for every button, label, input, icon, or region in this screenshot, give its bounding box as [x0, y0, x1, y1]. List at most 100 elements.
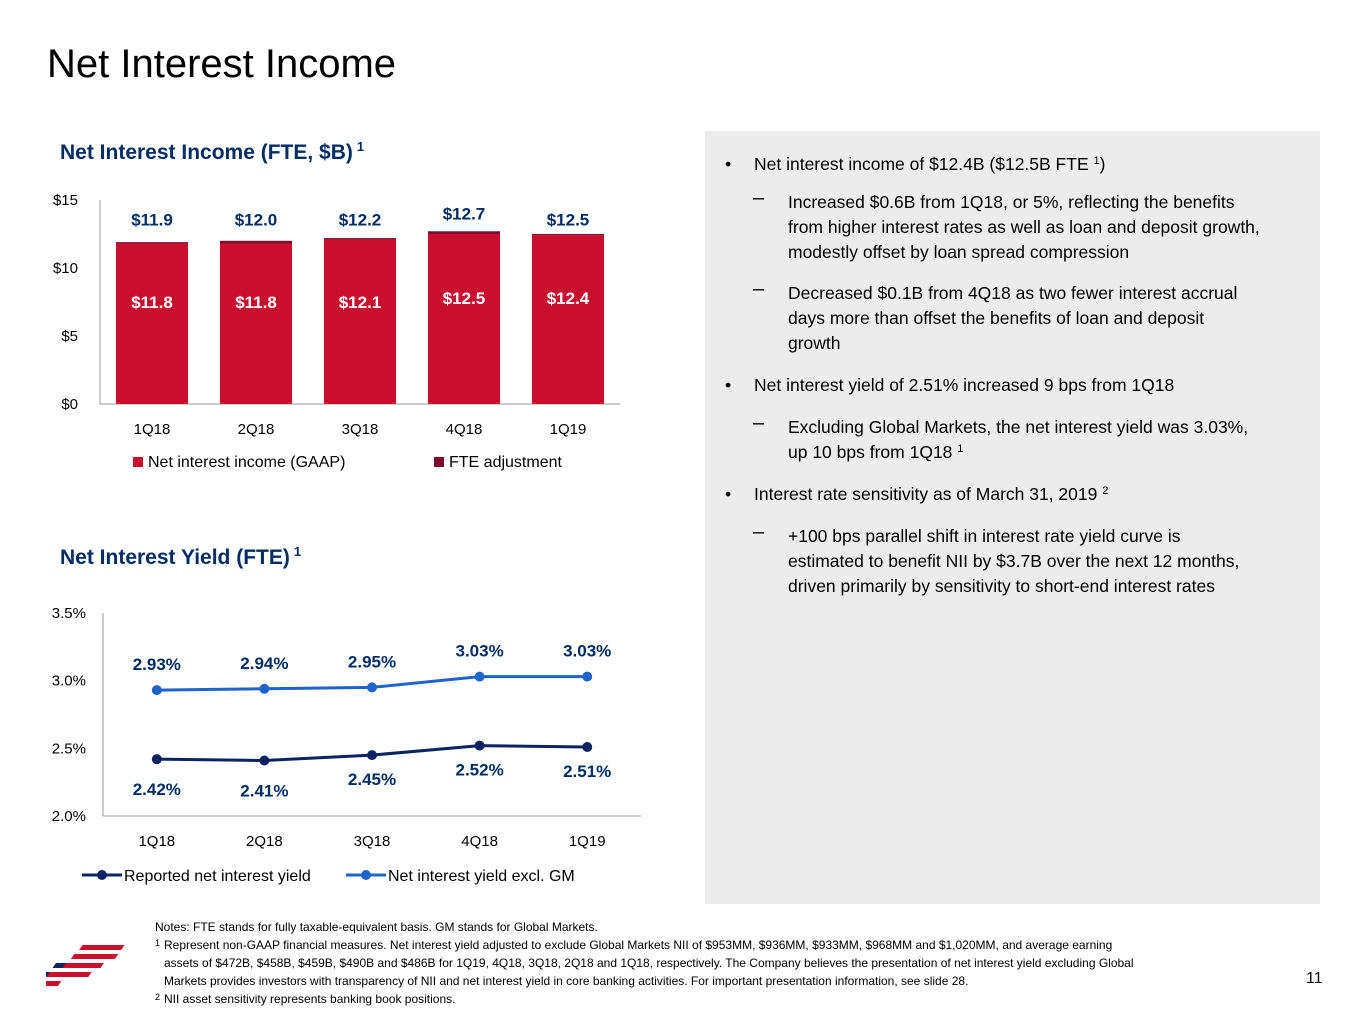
bar-value-label: $11.8	[131, 293, 173, 312]
x-tick-label: 2Q18	[238, 421, 275, 438]
bar-net-interest-income	[428, 234, 500, 404]
y-tick-label: 2.5%	[52, 740, 86, 757]
label-excl-gm: 2.94%	[240, 654, 288, 673]
x-tick-label: 1Q19	[550, 421, 587, 438]
dash-marker: –	[753, 521, 765, 543]
legend-label-fte: FTE adjustment	[449, 454, 562, 471]
legend-swatch-fte	[434, 457, 444, 467]
bullet-text-segment: Increased $0.6B from 1Q18, or 5%, reflec…	[788, 192, 1235, 212]
yield-chart-title: Net Interest Yield (FTE) 1	[60, 544, 302, 570]
legend-label-gaap: Net interest income (GAAP)	[148, 454, 345, 471]
nii-bar-chart: $0 $5 $10 $15 $11.8 $11.9 1Q18 $11.8 $12.0 2Q18 $1…	[53, 192, 620, 471]
y-tick-label: 2.0%	[52, 808, 86, 825]
label-reported: 2.51%	[563, 762, 611, 781]
bar-total-label: $12.2	[339, 211, 382, 230]
page-title: Net Interest Income	[47, 42, 397, 86]
x-tick-label: 3Q18	[342, 421, 379, 438]
label-reported: 2.42%	[133, 780, 181, 799]
legend-swatch-gaap	[133, 457, 143, 467]
x-tick-label: 3Q18	[354, 833, 391, 850]
nii-chart-title-text: Net Interest Income (FTE, $B)	[60, 141, 353, 164]
bullet-text: Interest rate sensitivity as of March 31…	[754, 482, 1108, 507]
note-2-text: NII asset sensitivity represents banking…	[164, 992, 456, 1006]
bullet-text-segment: up 10 bps from 1Q18	[788, 442, 958, 462]
note-1-line-a: Represent non-GAAP financial measures. N…	[164, 938, 1113, 952]
bullet-text-line: estimated to benefit NII by $3.7B over t…	[788, 549, 1239, 574]
bar-total-label: $12.5	[547, 211, 590, 230]
note-1-marker: 1	[155, 938, 161, 948]
x-tick-label: 1Q18	[134, 421, 171, 438]
bullet-text: Decreased $0.1B from 4Q18 as two fewer i…	[788, 281, 1237, 356]
label-excl-gm: 2.93%	[133, 655, 181, 674]
y-tick-label: $15	[53, 192, 78, 209]
point-excl-gm	[474, 671, 485, 682]
bar-net-interest-income	[532, 235, 604, 404]
x-tick-label: 2Q18	[246, 833, 283, 850]
page-number: 11	[1306, 970, 1323, 987]
bullet-text-segment: Decreased $0.1B from 4Q18 as two fewer i…	[788, 283, 1238, 303]
x-tick-label: 4Q18	[446, 421, 483, 438]
bullet-text-line: Net interest yield of 2.51% increased 9 …	[754, 373, 1174, 398]
bullet-text-line: Increased $0.6B from 1Q18, or 5%, reflec…	[788, 190, 1260, 215]
bar-fte-adjustment	[220, 240, 292, 244]
bullet-text-segment: +100 bps parallel shift in interest rate…	[788, 526, 1181, 546]
bullet-text-segment: days more than offset the benefits of lo…	[788, 308, 1205, 328]
bullet-text-line: Excluding Global Markets, the net intere…	[788, 415, 1248, 440]
point-reported	[582, 741, 593, 752]
bullet-text-segment: from higher interest rates as well as lo…	[788, 217, 1260, 237]
bullet-text-segment: driven primarily by sensitivity to short…	[788, 576, 1215, 596]
label-reported: 2.41%	[240, 782, 288, 801]
bullet-text: Net interest income of $12.4B ($12.5B FT…	[754, 152, 1105, 177]
bullet-text-line: driven primarily by sensitivity to short…	[788, 574, 1239, 599]
bullet-text-line: up 10 bps from 1Q18 1	[788, 440, 1248, 465]
y-tick-label: $0	[61, 396, 78, 413]
y-tick-label: $5	[61, 328, 78, 345]
bar-total-label: $12.7	[443, 205, 486, 224]
label-excl-gm: 2.95%	[348, 652, 396, 671]
legend-label-reported: Reported net interest yield	[124, 868, 311, 885]
note-1: 1 Represent non-GAAP financial measures.…	[155, 936, 1285, 990]
x-tick-label: 4Q18	[461, 833, 498, 850]
bullet-marker: •	[725, 375, 732, 395]
bar-value-label: $12.4	[547, 289, 590, 308]
bullet-text: Excluding Global Markets, the net intere…	[788, 415, 1248, 465]
legend-label-excl-gm: Net interest yield excl. GM	[388, 868, 575, 885]
label-reported: 2.45%	[348, 770, 396, 789]
label-excl-gm: 3.03%	[455, 642, 503, 661]
y-tick-label: $10	[53, 260, 78, 277]
point-reported	[474, 740, 485, 751]
bar-fte-adjustment	[324, 238, 396, 240]
bullet-text: +100 bps parallel shift in interest rate…	[788, 524, 1239, 599]
bullet-marker: •	[725, 154, 732, 174]
point-reported	[151, 754, 162, 765]
bar-net-interest-income	[220, 243, 292, 404]
x-tick-label: 1Q18	[138, 833, 175, 850]
bar-net-interest-income	[324, 239, 396, 404]
point-excl-gm	[259, 683, 270, 694]
x-tick-label: 1Q19	[569, 833, 606, 850]
bank-logo-icon	[46, 945, 125, 986]
bullet-text-segment: Excluding Global Markets, the net intere…	[788, 417, 1249, 437]
note-2: 2 NII asset sensitivity represents banki…	[155, 990, 1285, 1008]
footnotes: Notes: FTE stands for fully taxable-equi…	[155, 918, 1285, 1008]
label-reported: 2.52%	[455, 761, 503, 780]
bar-total-label: $12.0	[235, 211, 278, 230]
y-tick-label: 3.5%	[52, 605, 86, 622]
point-excl-gm	[582, 671, 593, 682]
legend-marker-reported	[97, 870, 107, 880]
bullet-text-line: from higher interest rates as well as lo…	[788, 215, 1260, 240]
y-tick-label: 3.0%	[52, 673, 86, 690]
bar-fte-adjustment	[116, 242, 188, 244]
bullet-text-line: Interest rate sensitivity as of March 31…	[754, 482, 1108, 507]
bullet-text-line: growth	[788, 331, 1237, 356]
bullet-text-segment: growth	[788, 333, 841, 353]
bullet-marker: •	[725, 484, 732, 504]
dash-marker: –	[753, 187, 765, 209]
bullet-text-segment: Net interest income of $12.4B ($12.5B FT…	[754, 154, 1094, 174]
bar-value-label: $12.1	[339, 293, 382, 312]
yield-line-chart: 2.0% 2.5% 3.0% 3.5% 1Q18 2Q18 3Q18 4Q18 1Q19 2.42…	[52, 605, 641, 885]
bullet-text: Increased $0.6B from 1Q18, or 5%, reflec…	[788, 190, 1260, 265]
bullet-text-line: +100 bps parallel shift in interest rate…	[788, 524, 1239, 549]
note-2-marker: 2	[155, 992, 161, 1002]
yield-chart-title-footnote: 1	[293, 544, 302, 559]
